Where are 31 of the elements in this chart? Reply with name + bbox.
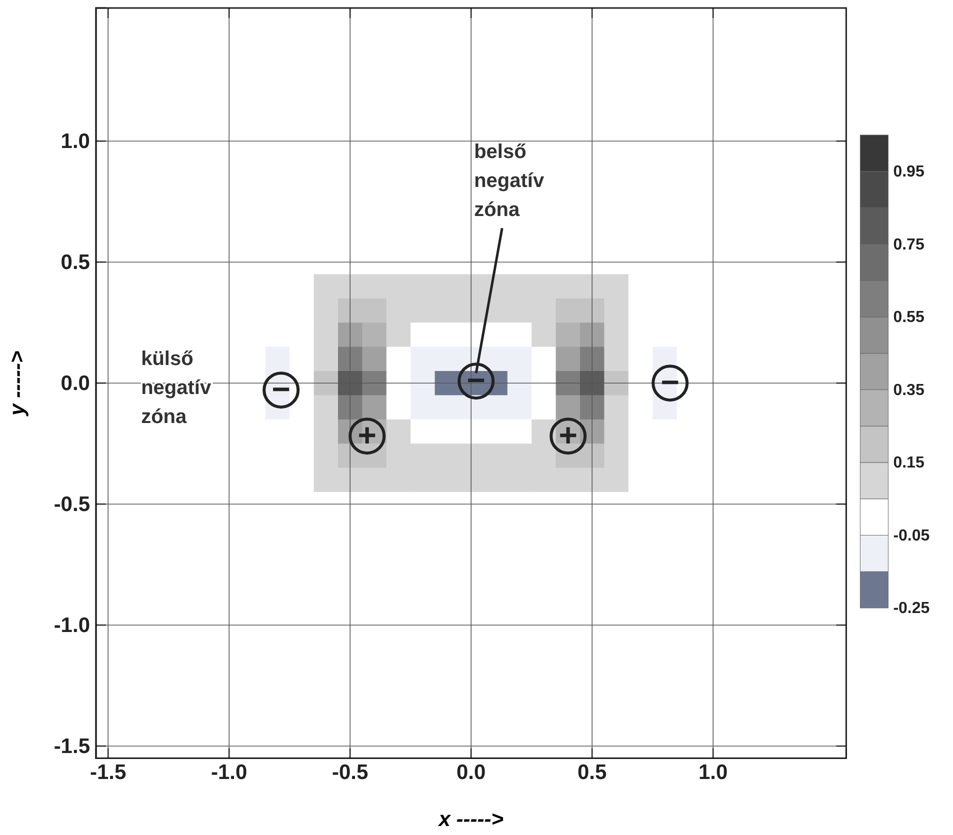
circled-sign: + <box>550 417 587 455</box>
x-tick-label: 0.5 <box>578 761 608 784</box>
circled-sign: + <box>348 417 386 455</box>
y-tick-label: -1.5 <box>54 734 90 758</box>
x-tick-label: -0.5 <box>332 761 369 784</box>
annotation: belső negatív zóna <box>474 141 545 222</box>
circled-sign: − <box>262 371 300 409</box>
annotation: + <box>358 417 376 454</box>
color-bar-label: 0.95 <box>893 164 924 181</box>
x-tick-label: -1.0 <box>211 761 248 784</box>
annotation: − <box>466 362 486 398</box>
x-axis-title: x -----> <box>438 808 504 831</box>
y-tick-label: -0.5 <box>54 492 90 516</box>
color-bar-label: -0.25 <box>893 600 930 618</box>
annotation: − <box>272 371 290 408</box>
color-bar-label: 0.15 <box>893 454 924 472</box>
y-tick-label: 1.0 <box>60 130 90 153</box>
x-tick-label: 1.0 <box>698 761 728 784</box>
y-tick-label: -1.0 <box>54 614 90 637</box>
color-bar-label: -0.05 <box>893 527 930 544</box>
circled-sign: − <box>458 362 495 400</box>
color-bar-label: 0.35 <box>893 382 924 399</box>
y-tick-label: 0.5 <box>60 250 90 274</box>
annotation: külső negatív zóna <box>141 348 212 428</box>
y-tick-label: 0.0 <box>60 372 90 395</box>
x-tick-label: 0.0 <box>456 761 486 784</box>
x-tick-label: -1.5 <box>90 761 127 784</box>
y-axis-title: y -----> <box>6 350 29 416</box>
color-bar-label: 0.75 <box>893 236 924 254</box>
color-bar-label: 0.55 <box>893 309 924 326</box>
annotation: + <box>558 417 578 454</box>
